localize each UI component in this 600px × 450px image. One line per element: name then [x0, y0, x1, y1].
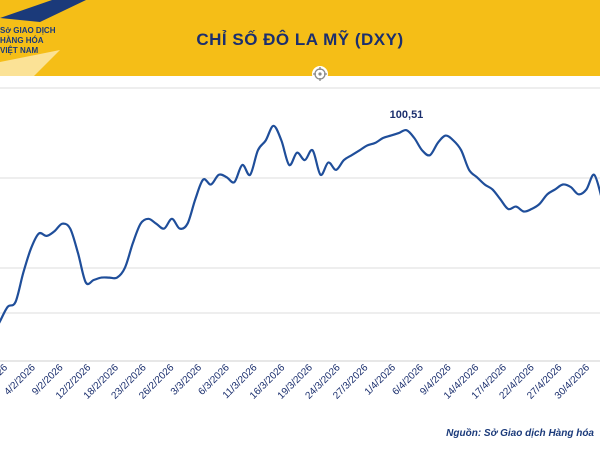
- chart-header-banner: Sở GIAO DỊCH HÀNG HÓA VIỆT NAM CHỈ SỐ ĐÔ…: [0, 0, 600, 76]
- logo-text: Sở GIAO DỊCH HÀNG HÓA VIỆT NAM: [0, 26, 56, 55]
- peak-value-label: 100,51: [390, 109, 424, 121]
- logo-swoosh-icon: [0, 0, 86, 76]
- chart-gridlines: [0, 87, 600, 362]
- source-note: Nguồn: Sở Giao dịch Hàng hóa: [446, 428, 594, 439]
- crosshair-icon[interactable]: [312, 66, 328, 82]
- dxy-line-chart: 100,51 0/1/20264/2/20269/2/202612/2/2026…: [0, 87, 600, 402]
- exchange-logo: Sở GIAO DỊCH HÀNG HÓA VIỆT NAM: [0, 0, 86, 76]
- chart-annotations: 100,51: [390, 109, 424, 121]
- dxy-series-line: [0, 124, 600, 324]
- chart-title: CHỈ SỐ ĐÔ LA MỸ (DXY): [196, 30, 404, 49]
- x-axis-tick-labels: 0/1/20264/2/20269/2/202612/2/202618/2/20…: [0, 362, 592, 402]
